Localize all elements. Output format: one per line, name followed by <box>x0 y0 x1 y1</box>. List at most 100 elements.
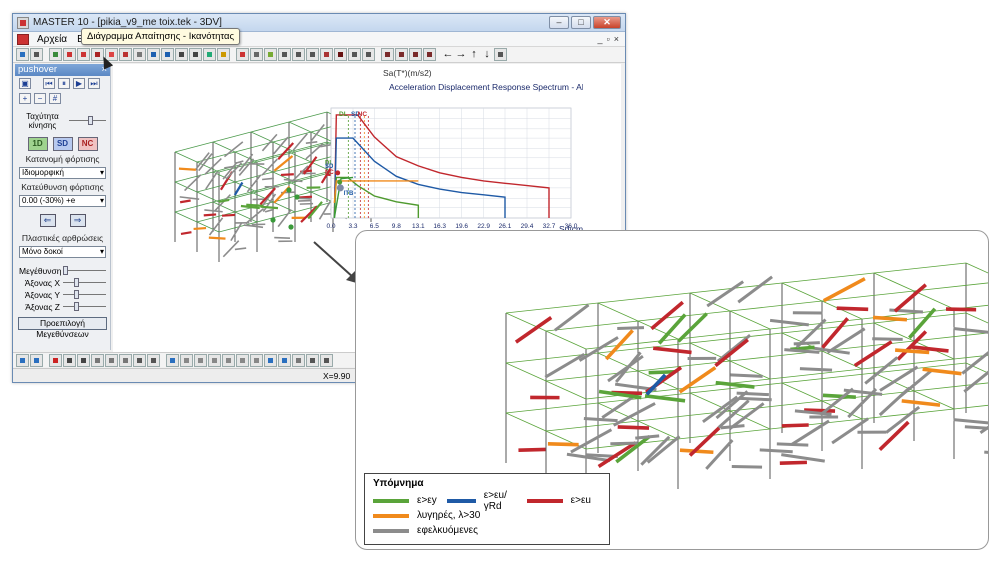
performance-point-label: SD <box>325 164 334 170</box>
frame3-icon[interactable] <box>306 48 319 61</box>
edit-icon[interactable] <box>264 48 277 61</box>
table-icon[interactable] <box>264 353 277 367</box>
layout-icon[interactable] <box>166 353 179 367</box>
preset-sizes-button[interactable]: Προεπιλογή Μεγεθύνσεων <box>18 317 107 339</box>
report2-icon[interactable] <box>395 48 408 61</box>
axis-z-slider[interactable] <box>63 302 106 312</box>
report3-icon[interactable] <box>409 48 422 61</box>
model-viewport[interactable]: Sa(T*)(m/s2) Acceleration Displacement R… <box>113 64 621 352</box>
tooltip: Διάγραμμα Απαίτησης - Ικανότητας <box>81 28 241 45</box>
pin-icon[interactable] <box>49 353 62 367</box>
report-icon[interactable] <box>381 48 394 61</box>
rotate2-icon[interactable] <box>119 353 132 367</box>
brace-member <box>646 435 681 464</box>
section-icon[interactable] <box>236 353 249 367</box>
wireframe-icon[interactable] <box>250 353 263 367</box>
last-frame-icon[interactable]: ⏭ <box>88 78 100 89</box>
arrow-next-button[interactable]: ⇒ <box>69 214 86 227</box>
redo-icon[interactable] <box>30 353 43 367</box>
frame6-icon[interactable] <box>348 48 361 61</box>
frame-icon[interactable] <box>278 48 291 61</box>
mdi-close-button[interactable]: × <box>613 34 619 44</box>
pause-icon[interactable]: ⏸ <box>58 78 70 89</box>
units-icon[interactable] <box>189 48 202 61</box>
zoom-out-icon[interactable] <box>77 353 90 367</box>
pencil-icon[interactable] <box>203 48 216 61</box>
brace-member <box>597 441 637 469</box>
axis-x-slider[interactable] <box>63 278 106 288</box>
arrow-right-icon[interactable]: → <box>455 48 467 60</box>
minimize-button[interactable]: – <box>549 16 569 29</box>
axis-y-slider[interactable] <box>63 290 106 300</box>
export-icon[interactable] <box>494 48 507 61</box>
moments-icon[interactable] <box>119 48 132 61</box>
frame4-icon[interactable] <box>320 48 333 61</box>
dimension-icon[interactable] <box>320 353 333 367</box>
arrow-left-icon[interactable]: ← <box>442 48 454 60</box>
mode-sd-button[interactable]: SD <box>52 137 73 151</box>
person-icon[interactable] <box>217 48 230 61</box>
slab-icon[interactable] <box>222 353 235 367</box>
rotate-icon[interactable] <box>105 353 118 367</box>
mdi-restore-button[interactable]: ▫ <box>606 34 610 44</box>
forces-icon[interactable] <box>105 48 118 61</box>
hinges-select[interactable]: Μόνο δοκοί <box>19 246 106 258</box>
speed-slider[interactable] <box>69 116 106 126</box>
frame5-icon[interactable] <box>334 48 347 61</box>
arrow-down-icon[interactable]: ↓ <box>484 48 490 60</box>
open-icon[interactable] <box>16 48 29 61</box>
brace-member <box>878 420 910 452</box>
play-icon[interactable]: ▶ <box>73 78 85 89</box>
results-icon[interactable] <box>147 48 160 61</box>
undo-icon[interactable] <box>16 353 29 367</box>
measure-icon[interactable] <box>133 353 146 367</box>
frame7-icon[interactable] <box>362 48 375 61</box>
line-icon[interactable] <box>194 353 207 367</box>
pushover-icon[interactable] <box>77 48 90 61</box>
save-icon[interactable]: ▣ <box>19 78 31 89</box>
windows-icon[interactable] <box>292 353 305 367</box>
axes-icon[interactable] <box>180 353 193 367</box>
beam <box>873 262 967 274</box>
report4-icon[interactable] <box>423 48 436 61</box>
zoom-in-icon[interactable]: + <box>19 93 31 104</box>
supports-icon[interactable] <box>236 48 249 61</box>
brace-member <box>650 300 684 331</box>
text-icon[interactable] <box>306 353 319 367</box>
brace-member <box>894 348 930 355</box>
panel-close-icon[interactable]: × <box>101 64 107 75</box>
close-button[interactable]: ✕ <box>593 16 621 29</box>
arrow-up-icon[interactable]: ↑ <box>471 48 477 60</box>
zoom-out-icon[interactable]: − <box>34 93 46 104</box>
arrow-prev-button[interactable]: ⇐ <box>39 214 56 227</box>
zoom-window-icon[interactable] <box>91 353 104 367</box>
view-icon[interactable] <box>49 48 62 61</box>
mode-nc-button[interactable]: NC <box>77 137 98 151</box>
grid-view-icon[interactable] <box>278 353 291 367</box>
key-icon[interactable] <box>30 48 43 61</box>
direction-select[interactable]: 0.00 (-30%) +e <box>19 195 106 207</box>
model-icon[interactable] <box>91 48 104 61</box>
brace-member <box>260 205 279 210</box>
distribution-select[interactable]: Ιδιομορφική <box>19 167 106 179</box>
app-window: MASTER 10 - [pikia_v9_me toix.tek - 3DV]… <box>12 13 626 383</box>
size-slider[interactable] <box>63 266 106 276</box>
zoom-in-icon[interactable] <box>63 353 76 367</box>
brace-member <box>544 352 585 379</box>
document-icon[interactable] <box>17 33 29 45</box>
spectrum-icon[interactable] <box>161 48 174 61</box>
menu-files[interactable]: Αρχεία <box>37 33 68 45</box>
copy-icon[interactable] <box>250 48 263 61</box>
first-frame-icon[interactable]: ⏮ <box>43 78 55 89</box>
mode-1d-button[interactable]: 1D <box>27 137 48 151</box>
grid-icon[interactable] <box>133 48 146 61</box>
beam-icon[interactable] <box>208 353 221 367</box>
maximize-button[interactable]: □ <box>571 16 591 29</box>
title-bar[interactable]: MASTER 10 - [pikia_v9_me toix.tek - 3DV]… <box>13 14 625 32</box>
frame2-icon[interactable] <box>292 48 305 61</box>
mdi-minimize-button[interactable]: _ <box>597 34 603 44</box>
numbers-icon[interactable] <box>175 48 188 61</box>
adrs-diagram-icon[interactable] <box>63 48 76 61</box>
camera-icon[interactable] <box>147 353 160 367</box>
grid-toggle-icon[interactable]: # <box>49 93 61 104</box>
